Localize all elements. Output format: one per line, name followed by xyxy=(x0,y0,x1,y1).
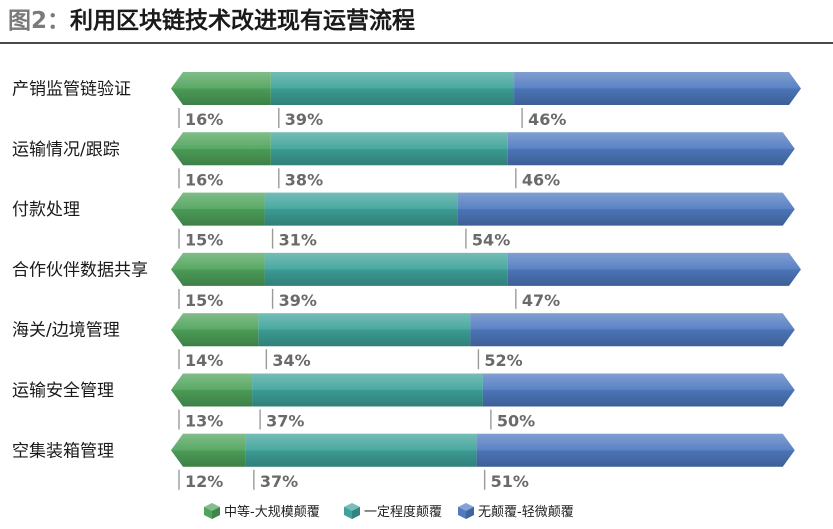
value-label: 46% xyxy=(522,170,560,189)
value-label: 16% xyxy=(185,110,223,129)
category-label: 合作伙伴数据共享 xyxy=(12,260,148,280)
chart-title: 图2：利用区块链技术改进现有运营流程 xyxy=(8,4,415,38)
value-label: 54% xyxy=(472,231,510,250)
category-label: 海关/边境管理 xyxy=(12,321,120,341)
legend-label: 中等-大规模颠覆 xyxy=(224,504,320,520)
category-label: 运输安全管理 xyxy=(12,381,114,401)
bar-segment-shading xyxy=(457,192,795,226)
bar-segment-shading xyxy=(245,433,477,467)
bar-segment-shading xyxy=(264,192,458,226)
bar-segment-shading xyxy=(171,132,271,166)
value-label: 39% xyxy=(285,110,323,129)
value-label: 46% xyxy=(528,110,566,129)
value-label: 16% xyxy=(185,170,223,189)
value-label: 38% xyxy=(285,170,323,189)
bar-segment-shading xyxy=(171,192,265,226)
bar-segment-shading xyxy=(171,433,246,467)
bar-row: 空集装箱管理 12% 37% 51% xyxy=(12,433,795,491)
bar-row: 运输情况/跟踪 16% 38% 46% xyxy=(12,132,795,189)
title-divider xyxy=(0,42,833,44)
bar-segment-shading xyxy=(171,313,259,347)
category-label: 产销监管链验证 xyxy=(12,80,131,100)
bar-segment-shading xyxy=(270,132,508,166)
legend-item: 中等-大规模颠覆 xyxy=(204,503,320,520)
bar-segment-shading xyxy=(252,373,483,407)
value-label: 34% xyxy=(272,351,310,370)
value-label: 52% xyxy=(484,351,522,370)
legend-swatch-side xyxy=(352,507,360,519)
title-text: 利用区块链技术改进现有运营流程 xyxy=(70,8,416,34)
legend-item: 无颠覆-轻微颠覆 xyxy=(458,503,574,520)
value-label: 31% xyxy=(279,231,317,250)
legend-swatch-side xyxy=(466,507,474,519)
value-label: 13% xyxy=(185,412,223,431)
bar-segment-shading xyxy=(476,433,795,467)
bar-row: 合作伙伴数据共享 15% 39% 47% xyxy=(12,252,801,310)
bar-segment-shading xyxy=(270,72,515,105)
category-label: 付款处理 xyxy=(12,200,80,220)
figure-number: 图2： xyxy=(8,8,71,34)
value-label: 14% xyxy=(185,351,223,370)
bar-segment-shading xyxy=(171,252,265,286)
bar-segment-shading xyxy=(507,132,795,166)
bar-segment-shading xyxy=(514,72,801,105)
bar-row: 产销监管链验证 16% 39% 46% xyxy=(12,72,801,129)
bar-row: 运输安全管理 13% 37% 50% xyxy=(12,373,795,431)
legend-label: 一定程度颠覆 xyxy=(364,504,442,520)
bar-segment-shading xyxy=(470,313,795,347)
legend-label: 无颠覆-轻微颠覆 xyxy=(478,505,574,520)
legend-item: 一定程度颠覆 xyxy=(344,503,442,520)
value-label: 15% xyxy=(185,291,223,310)
bar-segment-shading xyxy=(171,72,271,105)
value-label: 51% xyxy=(491,472,529,491)
bar-segment-shading xyxy=(482,373,795,407)
value-label: 37% xyxy=(260,472,298,491)
value-label: 12% xyxy=(185,472,223,491)
value-label: 47% xyxy=(522,291,560,310)
value-label: 39% xyxy=(279,291,317,310)
category-label: 空集装箱管理 xyxy=(12,441,114,461)
bar-segment-shading xyxy=(507,252,801,286)
legend-swatch-side xyxy=(212,507,220,519)
bar-row: 付款处理 15% 31% 54% xyxy=(12,192,795,250)
bar-segment-shading xyxy=(258,313,471,347)
category-label: 运输情况/跟踪 xyxy=(12,140,120,160)
value-label: 37% xyxy=(266,412,304,431)
bar-segment-shading xyxy=(171,373,253,407)
value-label: 15% xyxy=(185,231,223,250)
bar-segment-shading xyxy=(264,252,508,286)
bar-row: 海关/边境管理 14% 34% 52% xyxy=(12,313,795,370)
value-label: 50% xyxy=(497,412,535,431)
